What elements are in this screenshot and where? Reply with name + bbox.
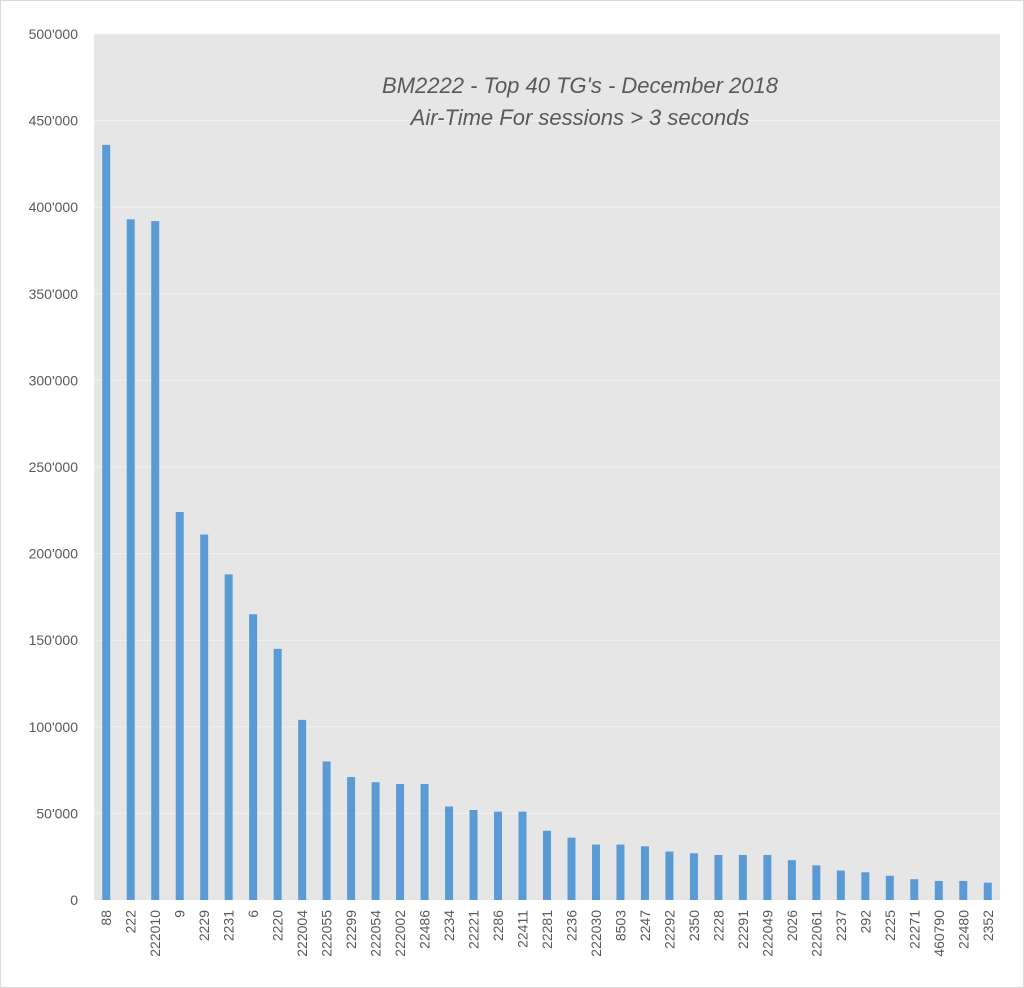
chart-subtitle: Air-Time For sessions > 3 seconds <box>410 105 750 130</box>
bar-222061 <box>812 865 821 900</box>
x-tick-label: 2234 <box>441 910 457 941</box>
x-tick-label: 22299 <box>343 910 359 949</box>
bar-88 <box>102 144 111 900</box>
x-tick-label: 2247 <box>637 910 653 941</box>
chart-title: BM2222 - Top 40 TG's - December 2018 <box>382 73 778 98</box>
bar-222054 <box>371 782 380 900</box>
bar-222010 <box>151 221 160 900</box>
x-tick-label: 292 <box>857 910 873 934</box>
x-tick-label: 2225 <box>882 910 898 941</box>
x-tick-label: 22281 <box>539 910 555 949</box>
bar-222049 <box>763 854 772 900</box>
bar-2229 <box>200 534 209 900</box>
y-tick-label: 450'000 <box>29 113 79 129</box>
bars <box>102 144 992 901</box>
bar-2231 <box>224 574 233 900</box>
y-tick-label: 0 <box>70 892 78 908</box>
bar-22221 <box>469 809 478 900</box>
bar-22291 <box>738 854 747 900</box>
x-tick-label: 2220 <box>270 910 286 941</box>
bar-2228 <box>714 854 723 900</box>
bar-6 <box>249 614 258 900</box>
x-tick-label: 2228 <box>710 910 726 941</box>
x-tick-label: 2026 <box>784 910 800 941</box>
bar-2225 <box>885 875 894 900</box>
x-tick-label: 222049 <box>759 910 775 957</box>
x-tick-label: 22292 <box>661 910 677 949</box>
x-tick-label: 22486 <box>417 910 433 949</box>
bar-2352 <box>983 882 992 900</box>
y-tick-label: 350'000 <box>29 286 79 302</box>
y-tick-label: 200'000 <box>29 546 79 562</box>
bar-22411 <box>518 811 527 900</box>
x-tick-label: 88 <box>98 910 114 926</box>
x-tick-label: 22221 <box>466 910 482 949</box>
x-tick-label: 222030 <box>588 910 604 957</box>
x-tick-label: 2286 <box>490 910 506 941</box>
bar-2237 <box>836 870 845 900</box>
bar-22271 <box>910 879 919 900</box>
bar-2234 <box>445 806 454 900</box>
x-tick-label: 222002 <box>392 910 408 957</box>
bar-2236 <box>567 837 576 900</box>
x-tick-label: 22271 <box>906 910 922 949</box>
x-tick-label: 222 <box>123 910 139 934</box>
y-tick-label: 400'000 <box>29 199 79 215</box>
bar-2026 <box>787 860 796 900</box>
x-tick-label: 460790 <box>931 910 947 957</box>
x-tick-label: 2352 <box>980 910 996 941</box>
x-tick-label: 6 <box>245 910 261 918</box>
x-tick-label: 222010 <box>147 910 163 957</box>
bar-222 <box>126 219 135 901</box>
x-tick-label: 22291 <box>735 910 751 949</box>
x-tick-label: 9 <box>172 910 188 918</box>
x-tick-label: 222055 <box>319 910 335 957</box>
bar-2350 <box>689 853 698 900</box>
y-tick-label: 300'000 <box>29 372 79 388</box>
bar-2220 <box>273 648 282 900</box>
x-tick-label: 222054 <box>368 910 384 957</box>
chart-title-block: BM2222 - Top 40 TG's - December 2018 Air… <box>300 70 860 134</box>
y-tick-label: 100'000 <box>29 719 79 735</box>
bar-22299 <box>347 777 356 900</box>
bar-9 <box>175 512 184 900</box>
bar-22281 <box>543 830 551 900</box>
x-tick-label: 2231 <box>221 910 237 941</box>
y-tick-label: 150'000 <box>29 632 79 648</box>
x-tick-label: 222061 <box>808 910 824 957</box>
bar-222055 <box>322 761 331 900</box>
y-tick-label: 50'000 <box>36 805 78 821</box>
x-tick-label: 22411 <box>515 910 531 948</box>
y-axis-ticks: 0 50'000 100'000 150'000 200'000 250'000 300'0… <box>29 26 79 908</box>
x-tick-label: 8503 <box>612 910 628 941</box>
bar-2286 <box>494 811 503 900</box>
bar-460790 <box>934 880 943 900</box>
bar-222004 <box>298 719 307 900</box>
x-tick-label: 2237 <box>833 910 849 941</box>
gridlines <box>94 33 1000 814</box>
bar-2247 <box>640 846 649 900</box>
bar-8503 <box>616 844 625 900</box>
x-tick-label: 22480 <box>955 910 971 949</box>
x-tick-label: 2229 <box>196 910 212 941</box>
bar-292 <box>861 872 870 900</box>
bar-222002 <box>396 783 405 900</box>
bar-222030 <box>591 844 600 900</box>
x-tick-label: 222004 <box>294 910 310 957</box>
bar-22480 <box>959 880 968 900</box>
x-tick-label: 2236 <box>563 910 579 941</box>
bar-22486 <box>420 783 429 900</box>
y-tick-label: 500'000 <box>29 26 79 42</box>
bar-22292 <box>665 851 674 900</box>
x-axis-ticks: 88 222 222010 9 2229 2231 6 2220 222004 222055 222… <box>98 910 996 957</box>
y-tick-label: 250'000 <box>29 459 79 475</box>
x-tick-label: 2350 <box>686 910 702 941</box>
